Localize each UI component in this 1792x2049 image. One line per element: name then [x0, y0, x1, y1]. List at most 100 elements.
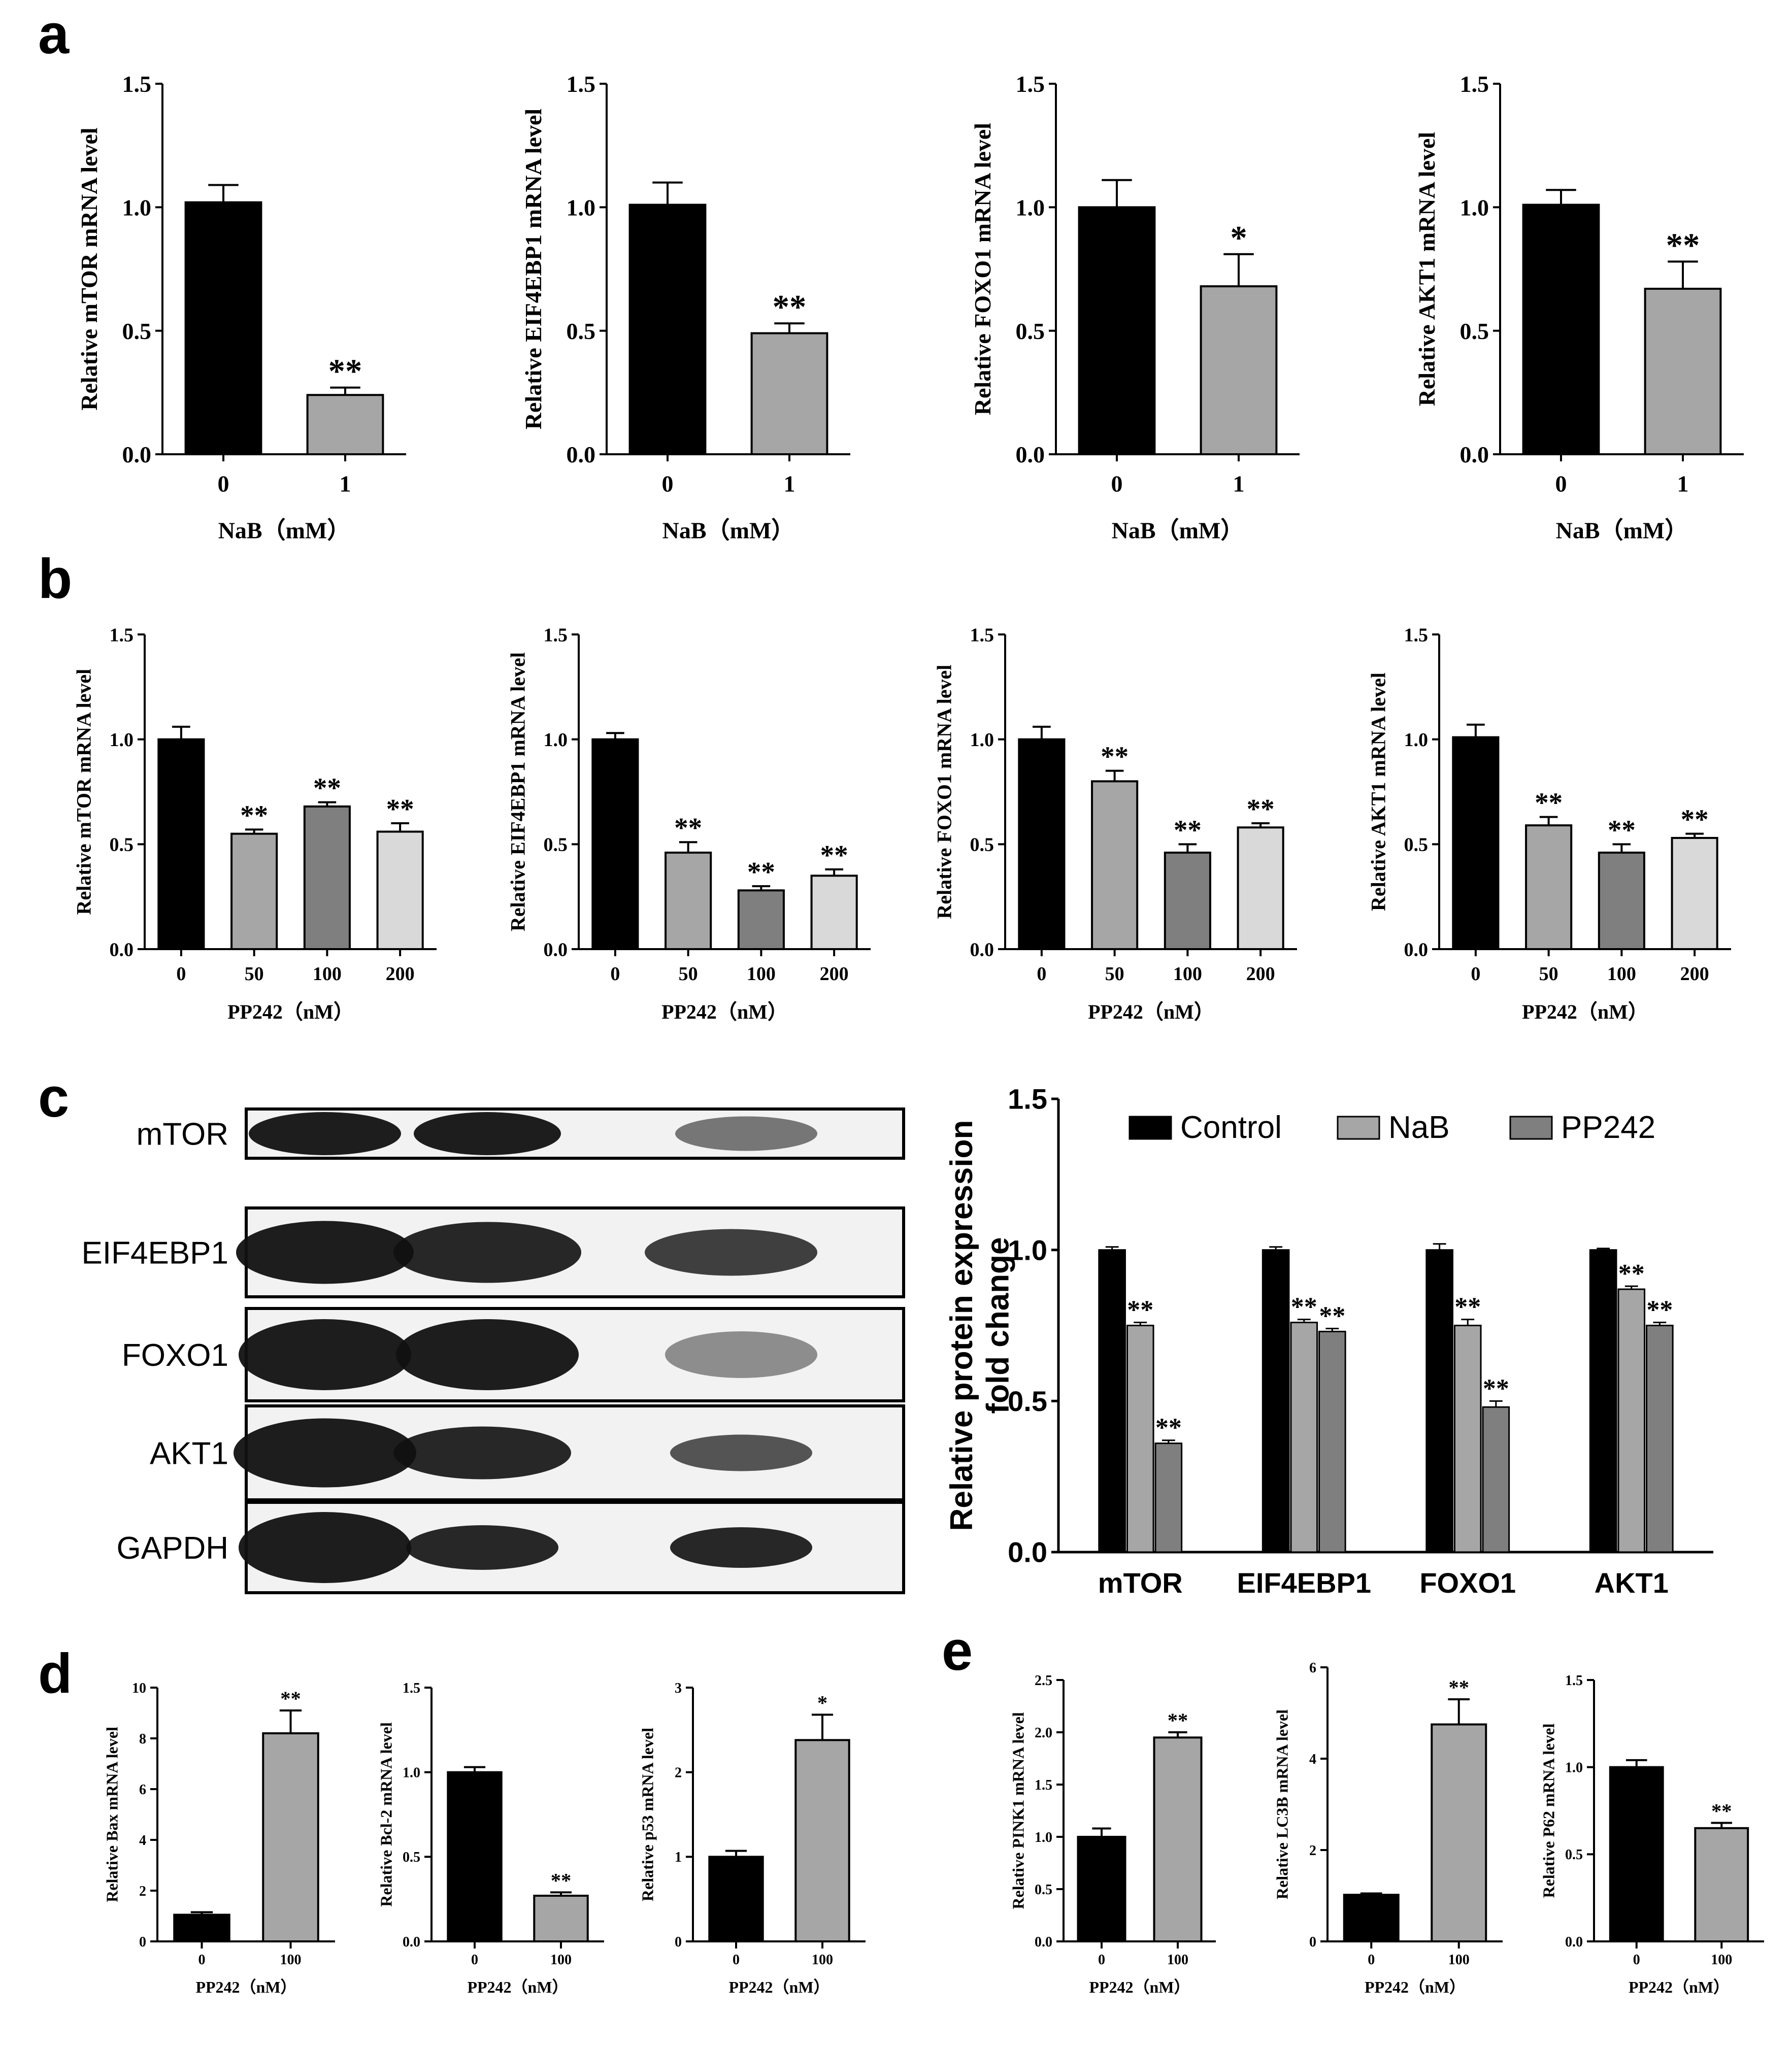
x-axis-label: PP242（nM）: [1365, 1978, 1466, 1996]
y-tick-label: 0.0: [544, 939, 568, 960]
x-tick-label: 100: [1448, 1952, 1470, 1968]
bar: [1452, 736, 1500, 950]
x-tick-label: 0: [218, 471, 229, 497]
bar: [1098, 1249, 1126, 1553]
y-tick-label: 1.0: [122, 194, 152, 220]
x-axis-label: NaB（mM）: [1556, 518, 1688, 544]
blot-label: mTOR: [137, 1117, 228, 1152]
bar: [1694, 1827, 1749, 1942]
x-tick-label: 200: [820, 963, 849, 985]
x-tick-label: 0: [198, 1952, 206, 1968]
y-tick-label: 10: [132, 1681, 146, 1696]
x-axis-label: PP242（nM）: [1088, 1000, 1214, 1023]
significance-mark: **: [328, 353, 362, 390]
significance-mark: **: [674, 812, 702, 843]
y-tick-label: 0.5: [1016, 318, 1045, 344]
y-axis-label-line: fold change: [980, 1237, 1015, 1414]
blot-label: GAPDH: [117, 1531, 228, 1566]
significance-mark: **: [1646, 1296, 1673, 1325]
panel-label-c: c: [38, 1066, 69, 1129]
blot-band: [393, 1426, 571, 1480]
y-tick-label: 0.5: [1008, 1385, 1047, 1417]
significance-mark: **: [1454, 1293, 1481, 1322]
y-tick-label: 2: [139, 1884, 146, 1899]
x-axis-label: PP242（nM）: [728, 1978, 829, 1996]
y-tick-label: 1.0: [1008, 1234, 1047, 1266]
y-axis-label: Relative LC3B mRNA level: [1273, 1709, 1291, 1899]
y-tick-label: 2: [1309, 1843, 1316, 1859]
x-tick-label: 50: [1539, 963, 1558, 985]
y-axis-label: Relative P62 mRNA level: [1540, 1723, 1558, 1898]
bar: [591, 738, 639, 950]
significance-mark: **: [1291, 1293, 1317, 1322]
y-tick-label: 1.5: [110, 624, 134, 646]
y-axis-label: Relative AKT1 mRNA level: [1414, 132, 1440, 406]
significance-mark: **: [1247, 793, 1275, 824]
blot-band: [406, 1525, 558, 1570]
y-tick-label: 1.0: [1565, 1760, 1583, 1775]
y-tick-label: 0.0: [403, 1934, 420, 1950]
blot-band: [675, 1116, 817, 1151]
y-axis-label: Relative AKT1 mRNA level: [1367, 673, 1390, 911]
y-axis-label: Relative FOXO1 mRNA level: [970, 123, 995, 415]
y-tick-label: 0.5: [403, 1850, 420, 1865]
significance-mark: **: [313, 772, 341, 803]
bar: [1318, 1330, 1346, 1553]
y-tick-label: 0.5: [1565, 1847, 1583, 1863]
bar: [708, 1856, 764, 1942]
bar: [1482, 1406, 1510, 1553]
bar: [1425, 1249, 1453, 1553]
x-axis-label: PP242（nM）: [1629, 1978, 1730, 1996]
bar: [810, 875, 858, 951]
x-tick-label: 1: [1233, 471, 1245, 497]
legend-label: Control: [1180, 1110, 1282, 1145]
significance-mark: **: [386, 793, 414, 824]
significance-mark: **: [1535, 787, 1563, 818]
bar: [1525, 824, 1573, 950]
y-tick-label: 1.5: [567, 71, 596, 97]
significance-mark: **: [1155, 1414, 1182, 1442]
y-tick-label: 0.0: [110, 939, 134, 960]
y-tick-label: 1.0: [1016, 194, 1045, 220]
y-tick-label: 1.5: [122, 71, 152, 97]
y-tick-label: 4: [1309, 1752, 1316, 1767]
y-tick-label: 1.0: [1460, 194, 1489, 220]
y-axis-label: Relative Bax mRNA level: [103, 1727, 121, 1902]
y-tick-label: 0.0: [970, 939, 994, 960]
bar: [1200, 285, 1278, 455]
y-tick-label: 1.5: [1460, 71, 1489, 97]
x-tick-label: 0: [471, 1952, 478, 1968]
significance-mark: **: [1711, 1800, 1732, 1823]
bar: [1644, 287, 1722, 456]
x-tick-label: EIF4EBP1: [1237, 1567, 1371, 1599]
significance-mark: **: [1319, 1301, 1345, 1330]
chart-b3: 0.0 0.5 1.0 1.5 Relative FOXO1 mRNA level 0 **…: [933, 624, 1297, 1023]
chart-e1: 0.0 0.5 1.0 1.5 2.0 2.5 Relative PINK1 mRNA le…: [1009, 1673, 1216, 1996]
bar: [1153, 1736, 1203, 1943]
chart-d1: 0 2 4 6 8 10 Relative Bax mRNA level 0 ** 100 PP24…: [103, 1681, 335, 1996]
y-tick-label: 0: [1309, 1934, 1316, 1950]
x-tick-label: 0: [1471, 963, 1480, 985]
y-tick-label: 1.5: [1404, 624, 1429, 646]
panel-label-a: a: [38, 3, 70, 65]
y-tick-label: 2.5: [1035, 1673, 1052, 1689]
bar: [230, 832, 278, 950]
chart-c: 0.0 0.5 1.0 1.5 Relative protein expressionf…: [944, 1083, 1713, 1599]
y-tick-label: 0.0: [1404, 939, 1429, 960]
blot-row: FOXO1: [122, 1307, 905, 1402]
blot-band: [670, 1434, 812, 1471]
blot-band: [414, 1112, 561, 1155]
bar: [533, 1895, 589, 1942]
legend-swatch: [1337, 1116, 1380, 1140]
bar: [737, 889, 785, 951]
bar: [1290, 1322, 1318, 1553]
x-tick-label: 100: [313, 963, 342, 985]
y-axis-label: Relative mTOR mRNA level: [73, 669, 95, 915]
y-tick-label: 1.0: [403, 1765, 420, 1781]
y-tick-label: 0.0: [1035, 1934, 1052, 1950]
chart-b4: 0.0 0.5 1.0 1.5 Relative AKT1 mRNA level 0 ** 5…: [1367, 624, 1731, 1023]
significance-mark: **: [1168, 1709, 1188, 1732]
x-tick-label: 0: [1368, 1952, 1375, 1968]
x-axis-label: PP242（nM）: [661, 1000, 788, 1023]
